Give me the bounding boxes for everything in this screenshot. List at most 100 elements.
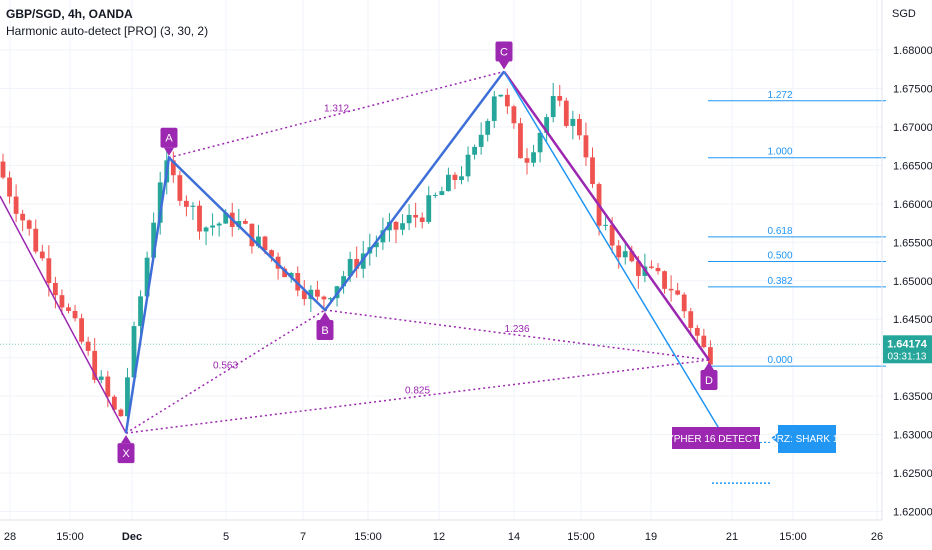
candle-body	[419, 217, 425, 222]
candle-body	[190, 205, 196, 207]
candle-body	[157, 182, 163, 223]
pattern-leg-cd	[502, 70, 711, 361]
time-tick-label: 19	[645, 531, 657, 543]
time-tick-label: 28	[4, 531, 16, 543]
fib-label: 0.382	[767, 276, 792, 287]
time-tick-label: 15:00	[567, 531, 595, 543]
candle-body	[347, 258, 353, 277]
current-price-tag	[883, 335, 932, 364]
candle-body	[282, 268, 288, 278]
candle-body	[144, 257, 150, 297]
candle-body	[328, 298, 333, 300]
ratio-label: 1.312	[324, 104, 349, 115]
candle-body	[105, 376, 111, 397]
candle-body	[66, 307, 71, 311]
candle-body	[39, 251, 45, 259]
candle-body	[531, 152, 536, 163]
candle-body	[616, 245, 622, 258]
price-axis-currency: SGD	[892, 8, 916, 20]
pattern-leg-lead	[0, 195, 127, 434]
fib-label: 0.500	[767, 251, 792, 262]
ratio-label: 0.825	[405, 386, 430, 397]
price-tick-label: 1.63500	[893, 391, 932, 403]
candle-body	[13, 196, 19, 214]
candle-body	[125, 377, 130, 417]
candle-body	[262, 236, 268, 251]
candle-body	[406, 214, 412, 224]
pattern-marker-label-d: D	[705, 375, 713, 387]
candle-body	[197, 205, 202, 232]
candle-body	[452, 174, 458, 181]
price-tick-label: 1.62000	[893, 507, 932, 519]
candle-body	[688, 311, 694, 328]
candle-body	[518, 123, 523, 159]
symbol-title[interactable]: GBP/SGD, 4h, OANDA	[6, 7, 133, 21]
candle-body	[26, 220, 32, 229]
candle-body	[46, 258, 52, 283]
candle-body	[301, 290, 307, 300]
candle-body	[590, 157, 595, 185]
pattern-marker-label-a: A	[165, 133, 173, 145]
prz-projection-line	[503, 71, 732, 449]
harmonic-pattern: 1.312 0.563 1.236 0.825 X A B C D	[0, 41, 732, 464]
candle-body	[675, 290, 681, 295]
candle-body	[242, 221, 248, 224]
time-tick-label: 14	[508, 531, 520, 543]
pattern-marker-tip	[320, 312, 330, 320]
candle-body	[177, 175, 183, 201]
time-tick-label: 15:00	[354, 531, 382, 543]
prz-box-tip	[771, 433, 778, 443]
candle-body	[151, 222, 157, 258]
candle-body	[577, 118, 582, 136]
candle-body	[0, 161, 6, 178]
candle-body	[413, 214, 419, 218]
time-tick-label: 7	[300, 531, 306, 543]
candle-body	[79, 318, 84, 342]
candle-body	[472, 146, 477, 155]
candle-body	[223, 212, 229, 224]
countdown-label: 03:31:13	[888, 351, 927, 362]
candle-body	[92, 350, 98, 380]
price-tick-label: 1.65000	[893, 276, 932, 288]
candle-body	[393, 221, 399, 230]
chart-grid	[0, 0, 882, 520]
candle-body	[203, 227, 209, 232]
candle-body	[59, 295, 65, 308]
pattern-legs-xabc	[124, 70, 505, 434]
candle-body	[459, 176, 464, 181]
pattern-marker	[700, 370, 718, 390]
pattern-marker-label-c: C	[500, 47, 508, 59]
indicator-title[interactable]: Harmonic auto-detect [PRO] (3, 30, 2)	[6, 24, 209, 38]
candle-body	[478, 134, 484, 147]
candle-body	[465, 154, 471, 177]
candle-body	[491, 96, 497, 121]
price-tick-label: 1.64500	[893, 314, 932, 326]
price-tick-label: 1.66500	[893, 160, 932, 172]
price-axis[interactable]: SGD1.620001.625001.630001.635001.640001.…	[881, 0, 932, 520]
candle-body	[256, 236, 261, 247]
pattern-marker	[160, 127, 178, 148]
prz-label: PRZ: SHARK 16	[770, 434, 844, 445]
candle-body	[668, 288, 674, 291]
pattern-marker-tip	[499, 61, 509, 70]
candle-body	[603, 224, 608, 226]
candle-body	[131, 326, 137, 378]
time-axis[interactable]: 28 15:00 Dec 5 7 15:00 12 14 15:00 19 21 15:00 26	[0, 519, 883, 543]
candle-body	[694, 327, 700, 336]
price-tick-label: 1.63000	[893, 430, 932, 442]
candle-body	[485, 120, 491, 135]
pattern-marker-tip	[704, 362, 714, 370]
price-tick-label: 1.67000	[893, 122, 932, 134]
candle-body	[315, 289, 320, 297]
candle-body	[563, 100, 569, 126]
price-tick-label: 1.68000	[893, 45, 932, 57]
candle-body	[354, 258, 360, 269]
candle-body	[550, 95, 556, 118]
fib-label: 1.000	[767, 147, 792, 158]
fib-label: 1.272	[767, 90, 792, 101]
candle-body	[708, 347, 713, 365]
candle-body	[400, 223, 405, 230]
candle-body	[184, 200, 189, 207]
